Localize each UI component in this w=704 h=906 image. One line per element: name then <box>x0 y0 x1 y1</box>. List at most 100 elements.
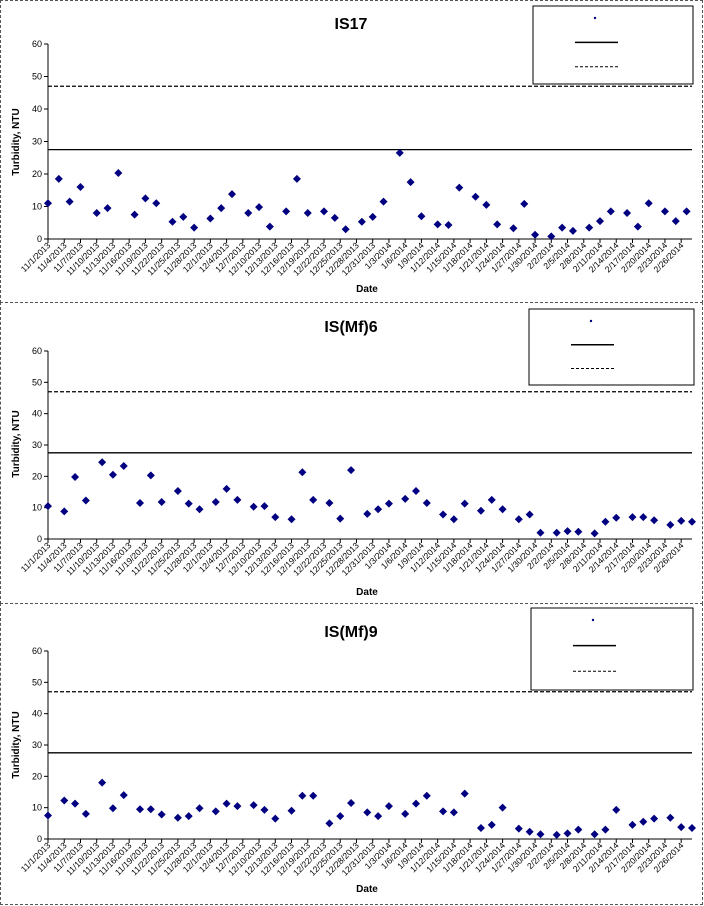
legend <box>530 607 694 691</box>
data-point <box>401 809 410 818</box>
data-point <box>309 791 318 800</box>
data-point <box>455 183 464 192</box>
data-point <box>514 515 523 524</box>
data-point <box>563 829 572 838</box>
data-point <box>493 220 502 229</box>
data-point <box>179 212 188 221</box>
data-point <box>650 814 659 823</box>
data-point <box>108 804 117 813</box>
data-point <box>282 207 291 216</box>
chart-is-mf9: IS(Mf)9 Turbidity, NTU Date 0 10 20 30 40 50 6… <box>11 607 696 895</box>
chart-panel-is-mf6: IS(Mf)6 Turbidity, NTU Date 0 10 20 30 40 50 6… <box>0 302 703 604</box>
data-point <box>195 804 204 813</box>
data-point <box>439 807 448 816</box>
data-point <box>146 805 155 814</box>
data-point <box>460 789 469 798</box>
data-point <box>682 207 691 216</box>
data-point <box>265 222 274 231</box>
data-point <box>444 221 453 230</box>
data-point <box>596 217 604 226</box>
data-point <box>330 213 339 222</box>
data-point <box>320 207 328 216</box>
data-point <box>368 212 377 221</box>
chart-title: IS(Mf)6 <box>324 319 377 336</box>
data-point <box>184 812 193 821</box>
data-point <box>601 825 610 834</box>
data-point <box>271 814 280 823</box>
data-point <box>347 466 356 475</box>
data-point <box>347 798 356 807</box>
data-point <box>44 502 52 511</box>
data-point <box>520 199 529 208</box>
data-point <box>168 217 177 226</box>
data-point <box>552 528 561 537</box>
x-axis-label: Date <box>356 587 378 598</box>
data-point <box>298 468 307 477</box>
y-tick-label: 10 <box>32 503 42 513</box>
data-point <box>633 222 642 231</box>
data-point <box>449 808 458 817</box>
data-point <box>552 830 561 839</box>
data-point <box>71 472 80 481</box>
legend-marker-swatch <box>589 319 593 323</box>
data-point <box>249 801 258 810</box>
data-point <box>363 509 372 518</box>
data-point <box>449 515 458 524</box>
y-tick-label: 40 <box>32 409 42 419</box>
data-point <box>130 210 139 219</box>
data-point <box>384 802 393 811</box>
data-point <box>439 510 448 519</box>
data-point <box>195 505 204 514</box>
data-point <box>460 499 469 508</box>
data-point <box>525 827 534 836</box>
data-point <box>401 494 410 503</box>
data-point <box>688 824 696 833</box>
data-point <box>44 199 52 208</box>
data-point <box>222 484 231 493</box>
data-point <box>44 811 52 820</box>
data-point <box>514 824 523 833</box>
chart-is-mf6: IS(Mf)6 Turbidity, NTU Date 0 10 20 30 40 50 6… <box>11 308 696 598</box>
data-point <box>574 825 583 834</box>
data-point <box>558 223 567 232</box>
y-tick-label: 20 <box>32 771 42 781</box>
data-point <box>601 517 610 526</box>
data-point <box>119 461 128 470</box>
data-point <box>71 799 80 808</box>
y-tick-label: 0 <box>37 234 42 244</box>
data-point <box>547 232 556 241</box>
data-point <box>487 495 496 504</box>
y-tick-label: 50 <box>32 377 42 387</box>
data-point <box>255 203 264 212</box>
data-point <box>341 225 350 234</box>
y-tick-label: 50 <box>32 72 42 82</box>
data-point <box>103 204 112 213</box>
data-point <box>628 820 637 829</box>
data-point <box>590 830 599 839</box>
legend <box>532 5 694 85</box>
data-point <box>623 209 632 217</box>
data-point <box>568 226 577 235</box>
data-point <box>677 823 686 832</box>
data-point <box>585 223 594 232</box>
data-point <box>146 471 155 480</box>
legend-marker-swatch <box>591 618 595 622</box>
data-point <box>336 812 345 821</box>
data-point <box>406 178 415 187</box>
y-tick-label: 40 <box>32 709 42 719</box>
data-point <box>217 204 226 213</box>
data-point <box>206 214 215 223</box>
data-point <box>590 529 599 538</box>
data-point <box>65 197 74 206</box>
data-point <box>563 527 572 536</box>
data-point <box>412 487 420 496</box>
data-point <box>222 799 231 808</box>
data-point <box>606 207 615 216</box>
data-point <box>136 498 144 507</box>
legend-marker-swatch <box>593 16 597 20</box>
data-point <box>271 513 280 522</box>
y-tick-label: 40 <box>32 104 42 114</box>
data-point <box>433 220 442 229</box>
data-point <box>509 224 518 233</box>
y-tick-label: 50 <box>32 677 42 687</box>
